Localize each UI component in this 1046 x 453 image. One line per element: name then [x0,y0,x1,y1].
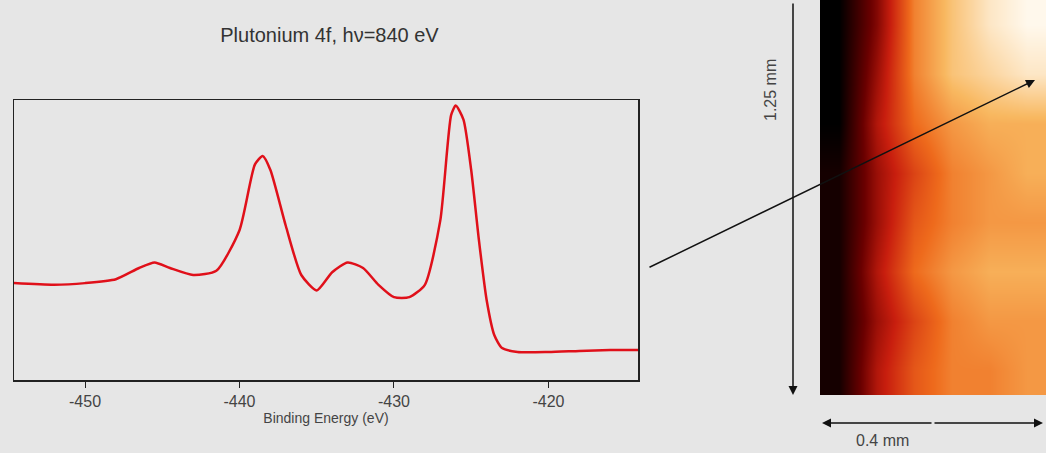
svg-text:0.4 mm: 0.4 mm [856,432,909,449]
svg-text:-450: -450 [69,393,101,410]
svg-text:1.25 mm: 1.25 mm [762,59,779,121]
svg-text:-440: -440 [223,393,255,410]
svg-text:-430: -430 [378,393,410,410]
svg-text:Plutonium 4f, hν=840 eV: Plutonium 4f, hν=840 eV [220,24,439,46]
svg-text:-420: -420 [532,393,564,410]
svg-text:Binding Energy (eV): Binding Energy (eV) [263,410,388,426]
